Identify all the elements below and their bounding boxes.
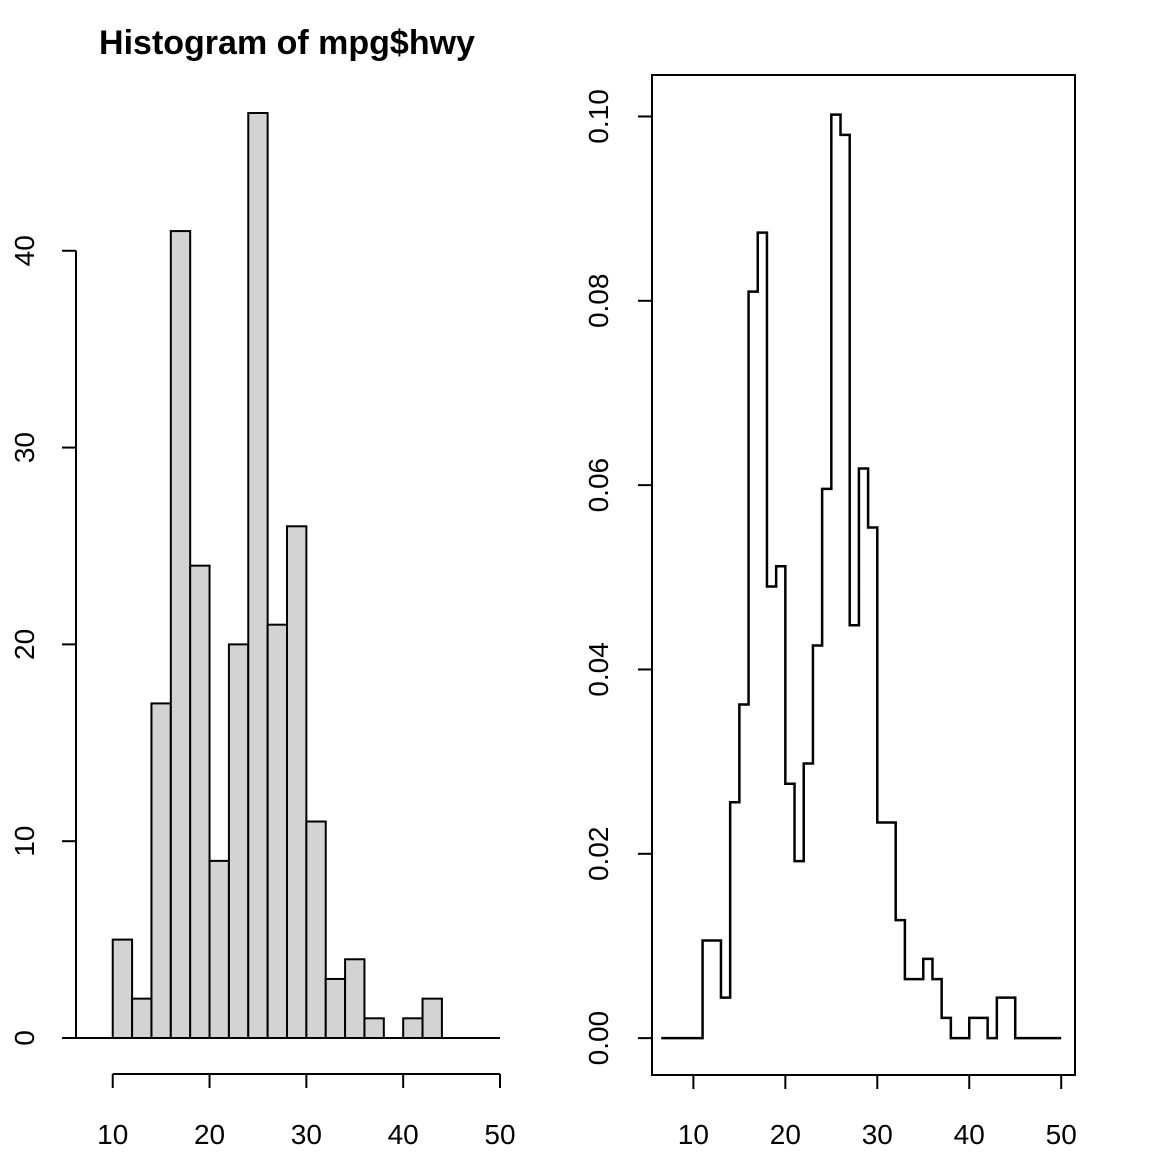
histogram-x-tick-label: 20 <box>194 1119 225 1150</box>
histogram-y-tick-label: 30 <box>9 432 40 463</box>
histogram-panel: Histogram of mpg$hwy 10 20 30 40 50 0 10 20 30 40 <box>9 24 516 1150</box>
histogram-bar <box>131 997 153 1040</box>
histogram-bar <box>344 958 366 1040</box>
histogram-bar <box>363 1017 385 1040</box>
density-x-tick-label: 20 <box>770 1119 801 1150</box>
histogram-bar <box>189 564 211 1039</box>
histogram-y-tick-label: 20 <box>9 629 40 660</box>
histogram-bar <box>402 1017 424 1040</box>
density-y-tick-label: 0.10 <box>583 89 614 144</box>
density-y-tick-label: 0.04 <box>583 642 614 697</box>
density-step-line <box>661 113 1062 1040</box>
histogram-bar <box>111 938 134 1040</box>
density-y-tick-label: 0.00 <box>583 1011 614 1066</box>
histogram-bar <box>421 997 443 1040</box>
histogram-y-tick-label: 10 <box>9 826 40 857</box>
histogram-bar <box>305 820 327 1039</box>
density-x-tick-label: 10 <box>678 1119 709 1150</box>
density-plot-box <box>651 74 1076 1076</box>
histogram-y-tick-label: 0 <box>9 1030 40 1046</box>
density-y-tick-label: 0.02 <box>583 827 614 882</box>
histogram-bar <box>150 702 172 1039</box>
histogram-x-tick-label: 10 <box>97 1119 128 1150</box>
density-step-panel: 10 20 30 40 50 0.00 0.02 0.04 0.06 0.08 0.10 <box>583 74 1077 1150</box>
histogram-bar <box>208 859 230 1039</box>
histogram-bar <box>286 525 308 1039</box>
density-x-tick-label: 40 <box>954 1119 985 1150</box>
histogram-title: Histogram of mpg$hwy <box>99 24 475 62</box>
density-x-tick-label: 50 <box>1046 1119 1077 1150</box>
histogram-bar <box>169 230 192 1040</box>
histogram-x-tick-label: 50 <box>484 1119 515 1150</box>
histogram-bar <box>266 623 288 1040</box>
histogram-bar <box>227 643 250 1040</box>
density-x-tick-label: 30 <box>862 1119 893 1150</box>
density-y-tick-label: 0.06 <box>583 458 614 513</box>
histogram-x-tick-label: 30 <box>291 1119 322 1150</box>
density-y-tick-label: 0.08 <box>583 274 614 329</box>
histogram-bar <box>324 977 347 1040</box>
histogram-y-tick-label: 40 <box>9 235 40 266</box>
histogram-x-tick-label: 40 <box>388 1119 419 1150</box>
histogram-bar <box>247 112 269 1039</box>
